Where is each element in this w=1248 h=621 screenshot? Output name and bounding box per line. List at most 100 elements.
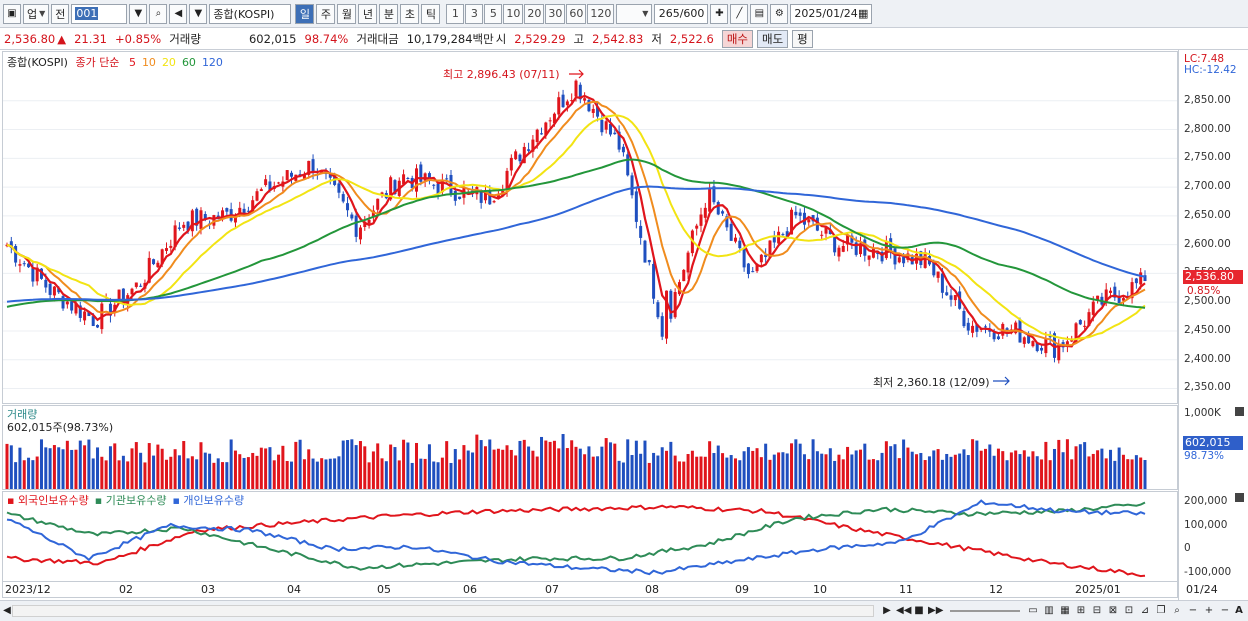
candle-body [665,290,669,339]
font-size-icon[interactable]: A [1235,605,1243,616]
horizontal-scrollbar[interactable] [12,605,874,617]
scroll-right-icon[interactable]: ▶ [883,605,891,616]
candle-body [354,215,358,237]
volume-bar [177,455,181,489]
range-button-5[interactable]: 5 [484,3,503,24]
x-axis-label: 03 [201,583,215,596]
magnify-icon[interactable]: ⌕ [1174,605,1180,616]
candle-body [531,139,535,152]
eval-button[interactable]: 평 [792,29,813,48]
range-button-60[interactable]: 60 [566,3,587,24]
period-tab-0[interactable]: 일 [295,3,315,24]
period-tab-6[interactable]: 틱 [421,3,441,24]
grid-icon[interactable]: ▦ [1060,605,1070,616]
candle-body [402,174,406,185]
volume-bar [716,445,720,489]
interval-select[interactable]: ▼ [616,3,653,24]
volume-bar [945,453,949,489]
candle-body [807,219,811,223]
volume-bar [893,444,897,489]
layout-icon[interactable]: ▭ [1028,605,1038,616]
rewind-icon[interactable]: ◀◀ [896,605,912,616]
x-axis-label: 2023/12 [5,583,51,596]
candle-body [781,234,785,236]
code-dropdown-icon[interactable]: ▼ [129,3,148,24]
period-tab-4[interactable]: 분 [379,3,399,24]
price-legend: 종합(KOSPI) 종가 단순 5 10 20 60 120 [7,54,223,70]
panel-close-icon[interactable] [1235,493,1244,502]
stop-icon[interactable]: ■ [914,605,924,616]
volume-bar [828,448,832,489]
range-button-1[interactable]: 1 [446,3,465,24]
search-icon[interactable]: ⌕ [149,3,168,24]
range-button-30[interactable]: 30 [545,3,566,24]
candle-body [173,225,177,248]
candle-body [509,157,513,171]
code-input[interactable]: 001 [71,3,128,24]
candle-body [880,251,884,262]
speaker-icon[interactable]: ◀ [169,3,188,24]
candle-body [936,271,940,278]
volume-bar [9,445,13,489]
volume-bar [83,445,87,489]
crosshair-icon[interactable]: ✚ [710,3,729,24]
volume-bar [880,452,884,489]
buy-button[interactable]: 매수 [721,29,753,48]
fast-forward-icon[interactable]: ▶▶ [928,605,944,616]
save-icon[interactable]: ▤ [750,3,769,24]
gear-icon[interactable]: ⚙ [770,3,789,24]
zoom-out-icon[interactable]: − [1188,605,1198,616]
volume-panel[interactable]: 거래량 602,015주(98.73%) [2,405,1178,490]
count-value: 265 [658,7,680,20]
range-button-20[interactable]: 20 [524,3,545,24]
period-tab-1[interactable]: 주 [316,3,336,24]
flow-axis: 200,000 100,000 0 -100,000 [1179,491,1248,582]
x-axis-label: 08 [645,583,659,596]
volume-bar [1130,459,1134,489]
chart-type-icon[interactable]: ⊟ [1092,605,1102,616]
panel-close-icon[interactable] [1235,407,1244,416]
volume-bar [35,456,39,489]
prefix-button[interactable]: 전 [51,3,70,24]
price-panel[interactable]: 종합(KOSPI) 종가 단순 5 10 20 60 120 최고 2,896.43 (… [2,51,1178,404]
candle-body [367,219,371,224]
volume-bar [552,440,556,489]
index-name-field[interactable]: 종합(KOSPI) [209,3,292,24]
date-field[interactable]: 2025/01/24 ▦ [790,3,873,24]
range-button-3[interactable]: 3 [465,3,484,24]
volume-bar [600,446,604,489]
count-field[interactable]: 265/600 [654,3,709,24]
flow-panel[interactable]: ▪ 외국인보유수량 ▪ 기관보유수량 ▪ 개인보유수량 [2,491,1178,582]
window-icon[interactable]: ▣ [3,3,21,24]
volume-bar [966,455,970,489]
candle-body [755,263,759,272]
period-tab-3[interactable]: 년 [358,3,378,24]
minus-icon[interactable]: − [1220,605,1230,616]
candle-body [540,133,544,135]
ruler-icon[interactable]: ⊿ [1140,605,1150,616]
indicator-icon[interactable]: ⊞ [1076,605,1086,616]
scroll-left-icon[interactable]: ◀ [3,605,11,616]
menu-dropdown-icon[interactable]: ▼ [189,3,208,24]
volume-bar [27,457,31,489]
zoom-in-icon[interactable]: + [1204,605,1214,616]
market-type-select[interactable]: 업 ▼ [23,3,50,24]
zoom-slider[interactable] [950,610,1020,612]
volume-bar [277,454,281,489]
draw-line-icon[interactable]: ╱ [730,3,749,24]
range-button-120[interactable]: 120 [587,3,615,24]
compare-icon[interactable]: ⊡ [1124,605,1134,616]
volume-bar [1065,439,1069,489]
range-button-10[interactable]: 10 [503,3,524,24]
layout-split-icon[interactable]: ▥ [1044,605,1054,616]
volume-bar [1143,460,1147,489]
copy-icon[interactable]: ❐ [1156,605,1166,616]
open-label: 시 [495,31,507,46]
overlay-icon[interactable]: ⊠ [1108,605,1118,616]
volume-bar [1091,453,1095,489]
calendar-icon[interactable]: ▦ [858,7,869,20]
sell-button[interactable]: 매도 [757,29,789,48]
period-tab-2[interactable]: 월 [337,3,357,24]
period-tab-5[interactable]: 초 [400,3,420,24]
x-axis-label: 2025/01 [1075,583,1121,596]
